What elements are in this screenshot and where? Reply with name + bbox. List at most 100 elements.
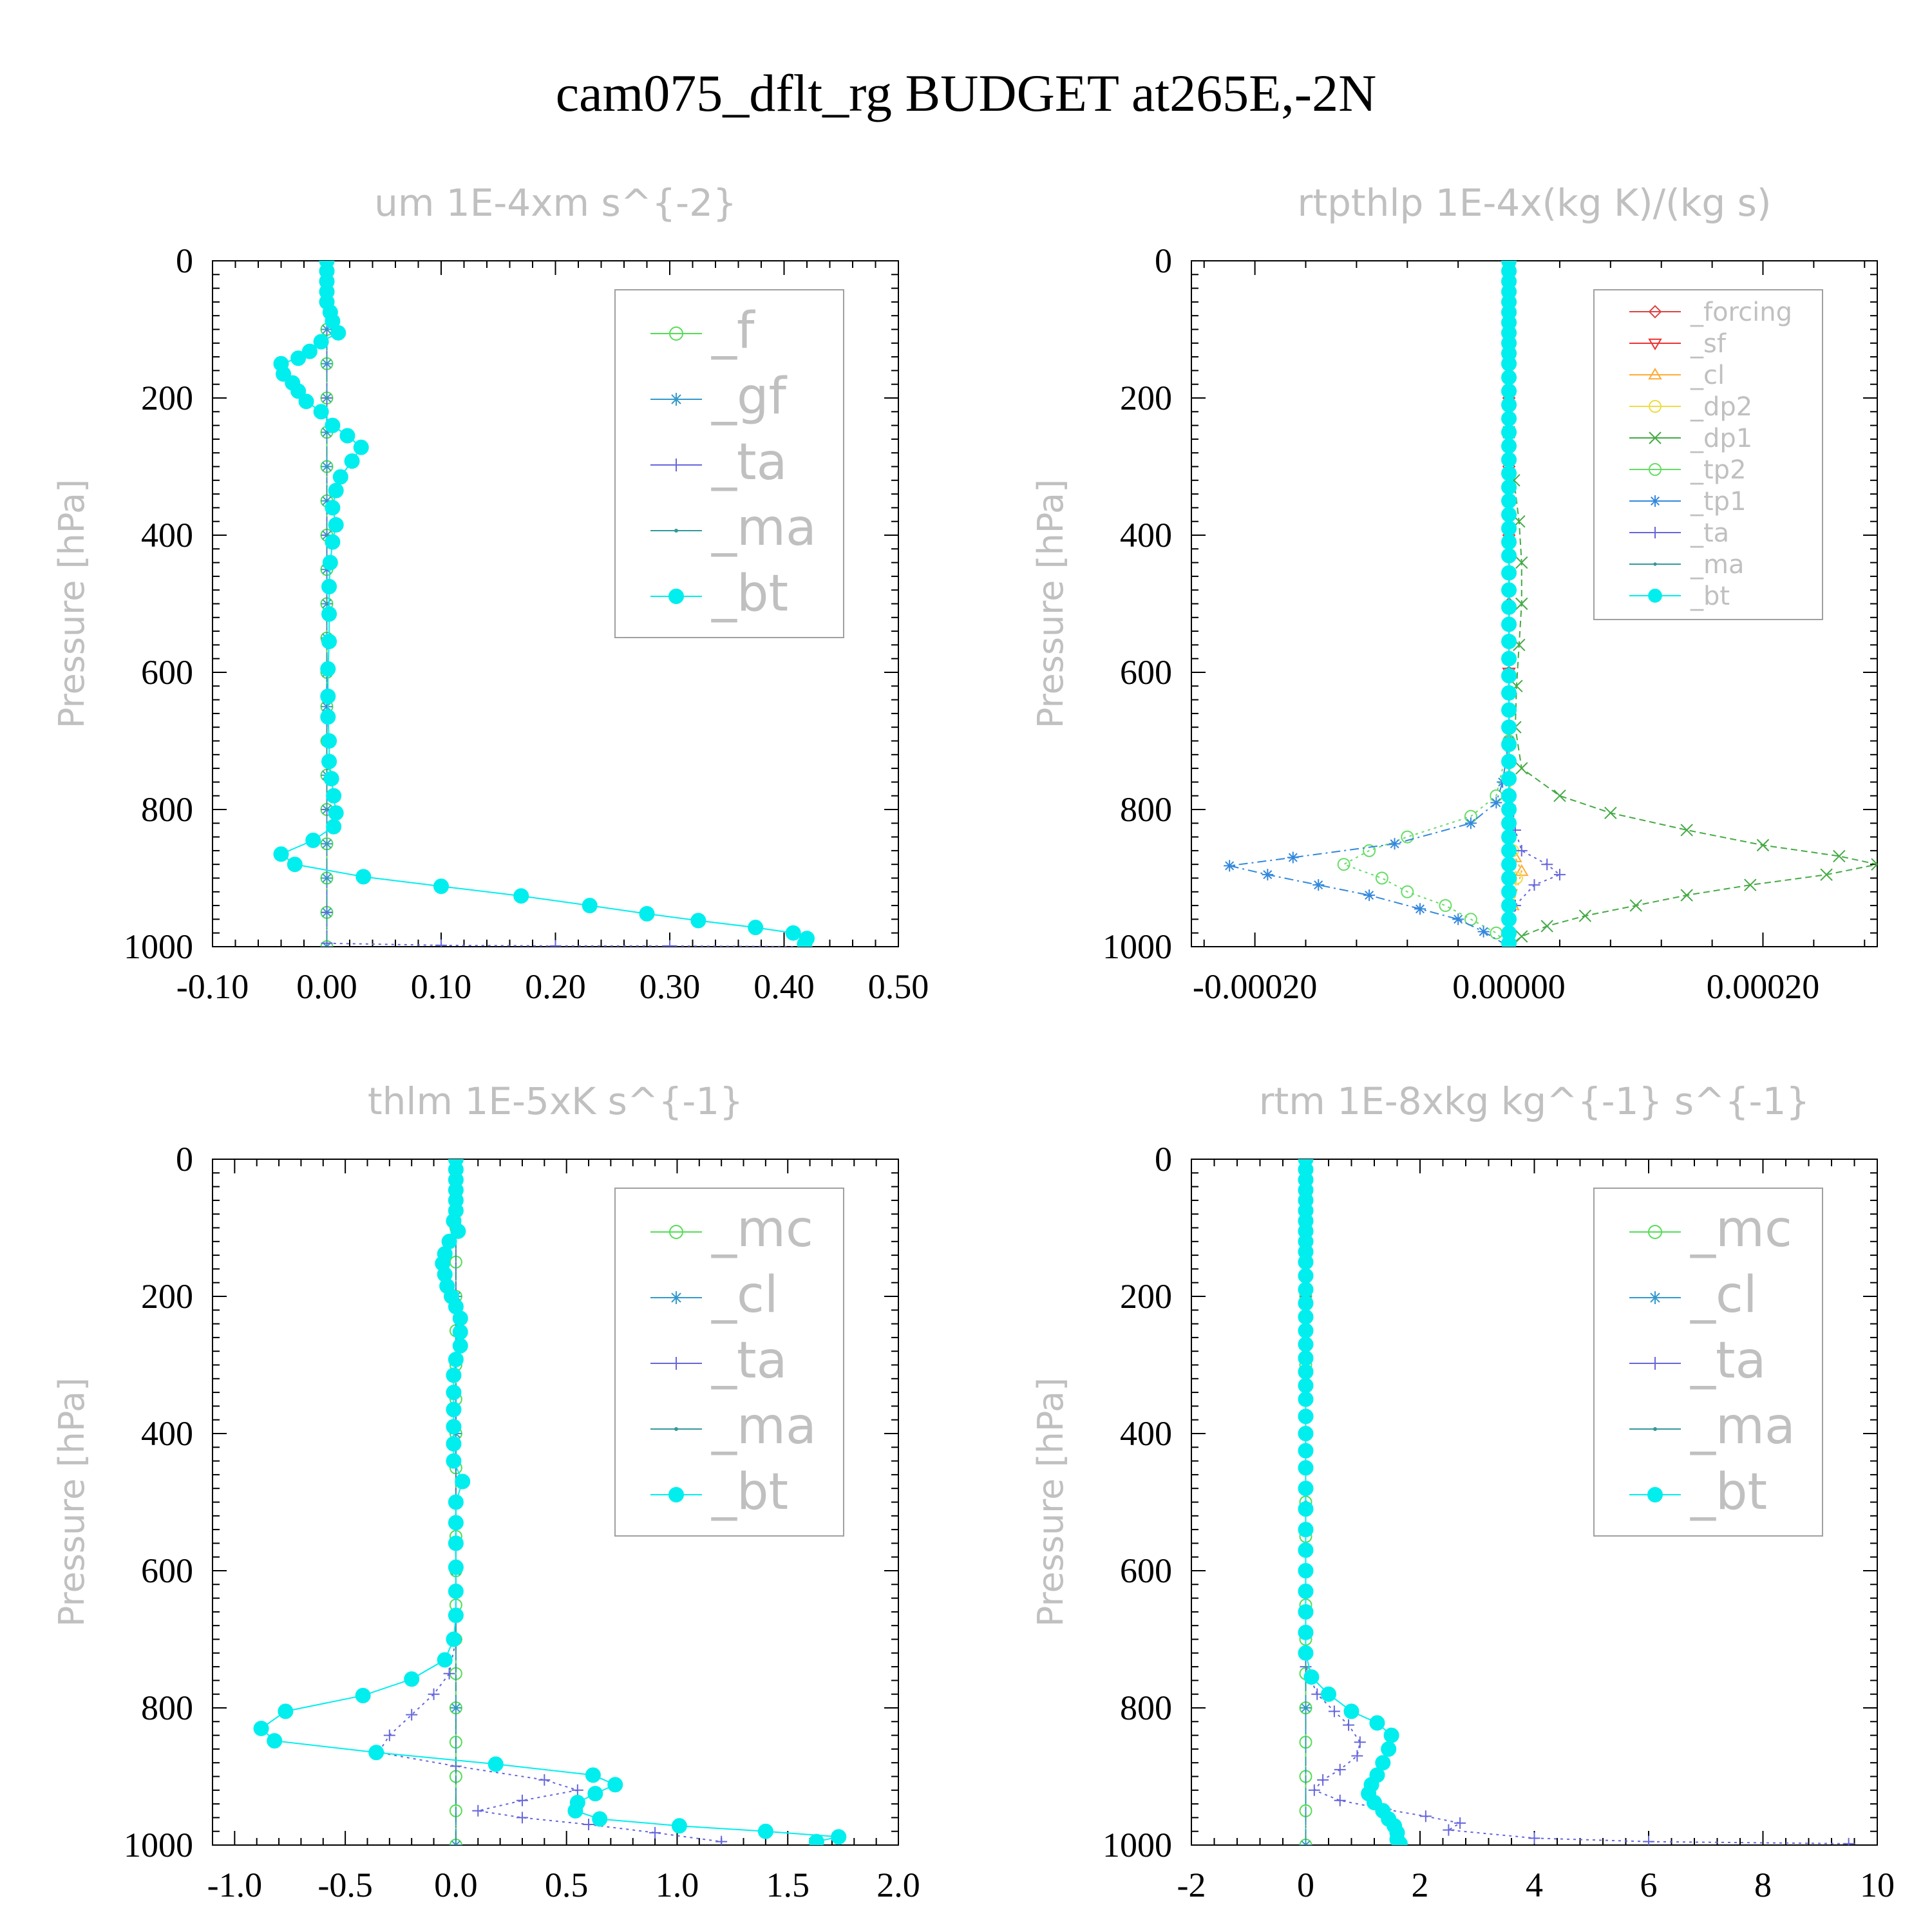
data-point	[328, 482, 344, 498]
data-point	[332, 469, 348, 485]
legend-box	[1593, 1188, 1823, 1537]
legend-marker	[1649, 495, 1661, 507]
legend-item-ta: _ta	[1629, 518, 1729, 548]
x-tick-label: -1.0	[207, 1866, 262, 1904]
data-point	[448, 1535, 464, 1551]
data-point	[1680, 824, 1693, 837]
legend-label: _f	[711, 302, 755, 360]
x-tick-label: 8	[1754, 1866, 1772, 1904]
data-point	[513, 888, 529, 904]
data-point	[516, 1812, 528, 1824]
data-point	[1298, 1295, 1314, 1311]
data-point	[1381, 1741, 1397, 1757]
data-point	[454, 1843, 458, 1845]
data-point	[446, 1453, 462, 1469]
data-point	[1392, 1835, 1408, 1845]
legend-marker	[1649, 431, 1662, 444]
legend-marker	[669, 327, 683, 341]
data-point	[1388, 838, 1401, 850]
data-point	[368, 1745, 384, 1761]
legend-marker	[668, 1487, 684, 1502]
y-tick-label: 600	[141, 653, 193, 692]
legend-label: _tp2	[1690, 455, 1747, 485]
data-point	[1337, 858, 1350, 871]
data-point	[1501, 634, 1517, 650]
legend-marker	[1648, 338, 1662, 350]
legend-label: _sf	[1690, 329, 1727, 359]
data-point	[1354, 1736, 1366, 1748]
legend-item-ma: _ma	[650, 499, 817, 557]
data-point	[450, 1223, 466, 1239]
data-point	[330, 325, 346, 341]
series-bt	[253, 1159, 847, 1845]
data-point	[320, 688, 336, 705]
data-point	[1501, 829, 1517, 845]
data-point	[715, 1835, 728, 1845]
data-point	[448, 1559, 464, 1575]
data-point	[448, 1351, 464, 1367]
y-axis-label: Pressure [hPa]	[52, 479, 92, 728]
data-point	[1454, 1817, 1466, 1829]
legend-label: _mc	[711, 1200, 813, 1258]
data-point	[1501, 771, 1517, 787]
data-point	[452, 1311, 468, 1327]
y-tick-label: 200	[1120, 379, 1172, 417]
data-point	[1298, 1501, 1314, 1517]
x-tick-label: 2.0	[876, 1866, 920, 1904]
legend-label: _bt	[711, 565, 788, 623]
data-point	[1343, 1703, 1359, 1719]
data-point	[583, 1819, 595, 1831]
data-point	[808, 1833, 824, 1845]
legend-marker	[1648, 305, 1662, 319]
legend-label: _cl	[1690, 361, 1725, 390]
data-point	[435, 939, 447, 947]
data-point	[344, 453, 360, 469]
y-tick-label: 800	[141, 1689, 193, 1727]
legend-marker	[1648, 368, 1662, 380]
legend-marker	[1653, 1427, 1657, 1431]
data-point	[1464, 817, 1477, 829]
x-tick-label: -0.5	[317, 1866, 372, 1904]
data-point	[1501, 383, 1517, 399]
data-point	[313, 334, 329, 350]
panel-title: thlm 1E-5xK s^{-1}	[368, 1079, 743, 1123]
legend-item-bt: _bt	[650, 565, 788, 623]
data-point	[355, 1687, 371, 1703]
series-line	[1508, 261, 1877, 947]
legend-marker	[669, 1225, 683, 1239]
data-point	[446, 1631, 462, 1647]
data-point	[1414, 903, 1426, 915]
data-point	[1541, 858, 1553, 871]
y-tick-label: 600	[1120, 1551, 1172, 1590]
data-point	[797, 936, 813, 947]
data-point	[326, 788, 342, 804]
data-point	[1501, 479, 1517, 495]
x-tick-label: 1.5	[766, 1866, 810, 1904]
y-tick-label: 600	[1120, 653, 1172, 692]
y-tick-label: 200	[141, 379, 193, 417]
data-point	[1604, 806, 1617, 820]
data-point	[446, 1385, 462, 1401]
data-point	[1298, 1323, 1314, 1339]
legend-label: _mc	[1690, 1200, 1792, 1258]
data-point	[1375, 871, 1388, 885]
legend-item-cl: _cl	[1629, 1266, 1757, 1324]
data-point	[1501, 493, 1517, 509]
data-point	[1298, 1364, 1314, 1380]
data-point	[287, 857, 303, 873]
data-point	[1501, 736, 1517, 752]
data-point	[1312, 879, 1325, 891]
data-point	[1334, 1763, 1346, 1776]
data-point	[446, 1401, 462, 1417]
data-point	[1540, 920, 1553, 933]
data-point	[1369, 1715, 1385, 1731]
data-point	[325, 534, 341, 550]
data-point	[1553, 789, 1566, 802]
data-point	[433, 878, 449, 895]
data-point	[1756, 838, 1770, 852]
data-point	[323, 771, 339, 787]
data-point	[1515, 597, 1528, 611]
legend-box	[614, 1188, 844, 1537]
data-point	[1298, 1563, 1314, 1578]
y-tick-label: 400	[141, 1414, 193, 1453]
